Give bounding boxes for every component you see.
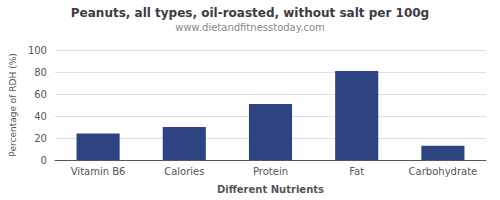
svg-text:80: 80 <box>34 67 47 78</box>
svg-text:0: 0 <box>41 155 47 166</box>
svg-text:20: 20 <box>34 133 47 144</box>
svg-text:Fat: Fat <box>349 166 364 177</box>
svg-text:Percentage of RDH (%): Percentage of RDH (%) <box>8 53 18 156</box>
svg-text:Carbohydrate: Carbohydrate <box>409 166 478 177</box>
svg-text:Different Nutrients: Different Nutrients <box>217 184 324 195</box>
svg-text:40: 40 <box>34 111 47 122</box>
svg-text:Vitamin B6: Vitamin B6 <box>71 166 126 177</box>
svg-text:www.dietandfitnesstoday.com: www.dietandfitnesstoday.com <box>175 22 324 33</box>
svg-text:100: 100 <box>28 45 47 56</box>
svg-text:Protein: Protein <box>253 166 288 177</box>
svg-text:Calories: Calories <box>164 166 204 177</box>
svg-text:60: 60 <box>34 89 47 100</box>
svg-text:Peanuts, all types, oil-roaste: Peanuts, all types, oil-roasted, without… <box>71 6 429 20</box>
